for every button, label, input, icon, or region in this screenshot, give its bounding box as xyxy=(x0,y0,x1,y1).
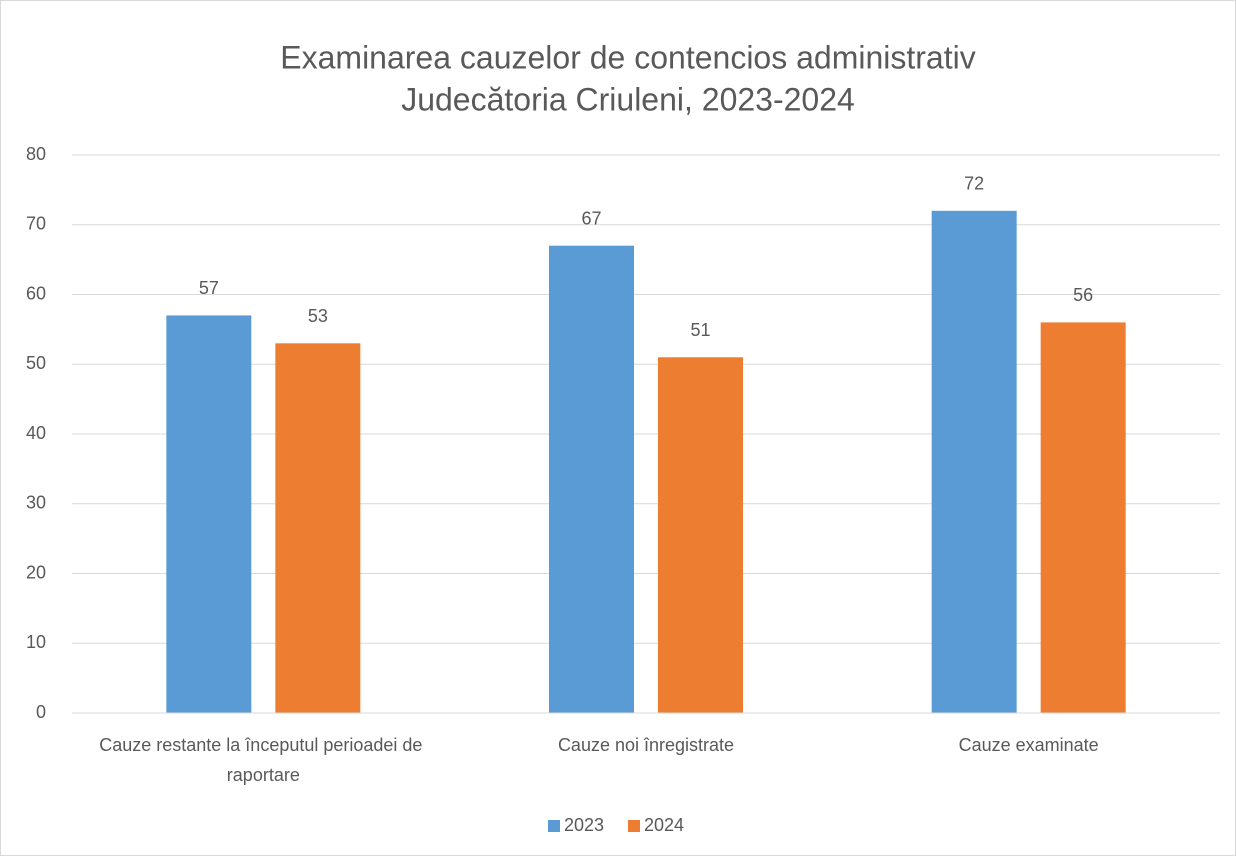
legend-swatch xyxy=(548,820,560,832)
bar xyxy=(275,343,361,713)
data-label: 72 xyxy=(964,174,984,194)
legend-swatch xyxy=(628,820,640,832)
y-tick-label: 80 xyxy=(26,144,46,164)
y-tick-label: 30 xyxy=(26,493,46,513)
data-label: 53 xyxy=(308,306,328,326)
legend-label: 2023 xyxy=(564,815,604,835)
y-tick-label: 70 xyxy=(26,214,46,234)
y-tick-label: 0 xyxy=(36,702,46,722)
y-tick-label: 60 xyxy=(26,283,46,303)
bar xyxy=(1040,322,1126,713)
chart-title: Examinarea cauzelor de contencios admini… xyxy=(280,39,975,75)
bar xyxy=(166,315,252,713)
y-tick-label: 20 xyxy=(26,562,46,582)
data-label: 56 xyxy=(1073,285,1093,305)
x-tick-label: Cauze noi înregistrate xyxy=(558,735,734,755)
bar xyxy=(549,245,634,714)
legend-label: 2024 xyxy=(644,815,684,835)
bar xyxy=(658,357,743,713)
chart-title: Judecătoria Criuleni, 2023-2024 xyxy=(401,81,855,117)
bar xyxy=(931,210,1017,714)
y-tick-label: 50 xyxy=(26,353,46,373)
y-tick-label: 10 xyxy=(26,632,46,652)
x-tick-label: Cauze examinate xyxy=(959,735,1099,755)
y-tick-label: 40 xyxy=(26,423,46,443)
data-label: 57 xyxy=(199,278,219,298)
data-label: 67 xyxy=(581,208,601,228)
data-label: 51 xyxy=(690,320,710,340)
x-tick-label: Cauze restante la începutul perioadei de… xyxy=(99,735,427,785)
